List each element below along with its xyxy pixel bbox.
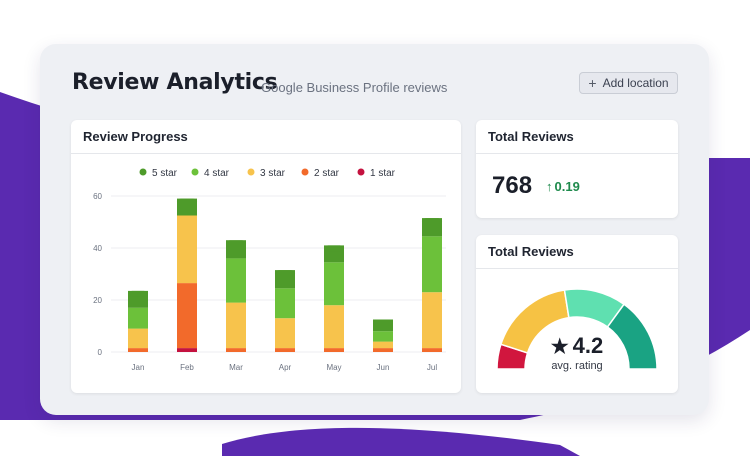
bar-stack bbox=[324, 245, 344, 352]
bar-segment bbox=[373, 331, 393, 342]
legend-label: 4 star bbox=[204, 168, 230, 179]
review-progress-chart: 5 star 4 star 3 star 2 star 1 star 0 20 40 60 Jan… bbox=[93, 168, 446, 372]
bar-segment bbox=[373, 348, 393, 352]
add-location-button[interactable]: + Add location bbox=[579, 72, 678, 94]
bar-segment bbox=[226, 348, 246, 352]
bar-cap bbox=[373, 319, 393, 326]
arrow-up-icon: ↑ bbox=[546, 179, 553, 194]
legend-item: 5 star bbox=[139, 168, 178, 179]
x-tick-label: Apr bbox=[279, 363, 292, 372]
y-tick-label: 60 bbox=[93, 192, 102, 201]
add-location-label: Add location bbox=[602, 76, 669, 90]
page-subtitle: Google Business Profile reviews bbox=[261, 80, 448, 95]
legend-item: 3 star bbox=[247, 168, 286, 179]
legend-label: 2 star bbox=[314, 168, 340, 179]
analytics-window: Review Analytics Google Business Profile… bbox=[40, 44, 709, 415]
bar-segment bbox=[275, 348, 295, 352]
bar-segment bbox=[373, 341, 393, 349]
legend-label: 1 star bbox=[370, 168, 396, 179]
rating-card: Total Reviews ★ 4.2 avg. rating bbox=[476, 235, 678, 393]
bar-segment bbox=[275, 318, 295, 349]
legend-marker bbox=[139, 168, 147, 176]
avg-rating-label: avg. rating bbox=[551, 360, 603, 372]
bar-stack bbox=[422, 218, 442, 352]
bar-cap bbox=[324, 245, 344, 252]
rating-gauge bbox=[496, 288, 658, 370]
x-tick-label: Jan bbox=[132, 363, 145, 372]
review-progress-card: Review Progress 5 star 4 star 3 star 2 star… bbox=[71, 120, 461, 393]
bar-segment bbox=[177, 215, 197, 284]
bar-stack bbox=[177, 198, 197, 352]
avg-rating-number: 4.2 bbox=[572, 333, 604, 358]
bar-segment bbox=[422, 292, 442, 349]
bar-segment bbox=[128, 348, 148, 352]
gauge-segment bbox=[606, 303, 658, 370]
bar-segment bbox=[275, 288, 295, 319]
x-tick-label: May bbox=[326, 363, 341, 372]
star-icon: ★ bbox=[550, 336, 569, 358]
y-tick-label: 40 bbox=[93, 244, 102, 253]
legend-marker bbox=[191, 168, 199, 176]
y-tick-label: 20 bbox=[93, 296, 102, 305]
bar-cap bbox=[422, 218, 442, 225]
legend-item: 4 star bbox=[191, 168, 230, 179]
total-reviews-card: Total Reviews 768 ↑ 0.19 bbox=[476, 120, 678, 218]
y-tick-label: 0 bbox=[98, 348, 103, 357]
x-tick-label: Mar bbox=[229, 363, 243, 372]
legend-marker bbox=[301, 168, 309, 176]
bar-segment bbox=[324, 305, 344, 349]
total-reviews-value: 768 bbox=[492, 172, 533, 199]
x-tick-label: Feb bbox=[180, 363, 194, 372]
bar-stack bbox=[128, 290, 148, 352]
bar-segment bbox=[226, 302, 246, 349]
x-tick-label: Jun bbox=[377, 363, 390, 372]
legend-item: 1 star bbox=[357, 168, 396, 179]
review-progress-title: Review Progress bbox=[71, 120, 461, 154]
bar-cap bbox=[177, 198, 197, 205]
delta-value: 0.19 bbox=[554, 179, 580, 194]
bar-segment bbox=[422, 236, 442, 293]
bar-segment bbox=[128, 307, 148, 329]
bar-cap bbox=[226, 240, 246, 247]
bar-cap bbox=[128, 290, 148, 297]
total-reviews-title: Total Reviews bbox=[476, 120, 678, 154]
bar-segment bbox=[128, 328, 148, 349]
bar-stack bbox=[275, 270, 295, 352]
page-title: Review Analytics bbox=[72, 70, 278, 95]
bar-stack bbox=[226, 240, 246, 352]
legend-label: 5 star bbox=[152, 168, 178, 179]
bar-segment bbox=[177, 348, 197, 352]
bar-stack bbox=[373, 319, 393, 352]
legend-marker bbox=[357, 168, 365, 176]
legend-label: 3 star bbox=[260, 168, 286, 179]
bar-cap bbox=[275, 270, 295, 277]
plus-icon: + bbox=[588, 75, 597, 91]
legend-item: 2 star bbox=[301, 168, 340, 179]
x-tick-label: Jul bbox=[427, 363, 437, 372]
total-reviews-delta: ↑ 0.19 bbox=[546, 179, 580, 194]
bar-segment bbox=[177, 283, 197, 349]
bar-segment bbox=[422, 348, 442, 352]
bar-segment bbox=[324, 348, 344, 352]
avg-rating-value: ★ 4.2 bbox=[476, 333, 678, 359]
legend-marker bbox=[247, 168, 255, 176]
bar-segment bbox=[226, 258, 246, 303]
rating-card-title: Total Reviews bbox=[476, 235, 678, 269]
bar-segment bbox=[324, 262, 344, 306]
